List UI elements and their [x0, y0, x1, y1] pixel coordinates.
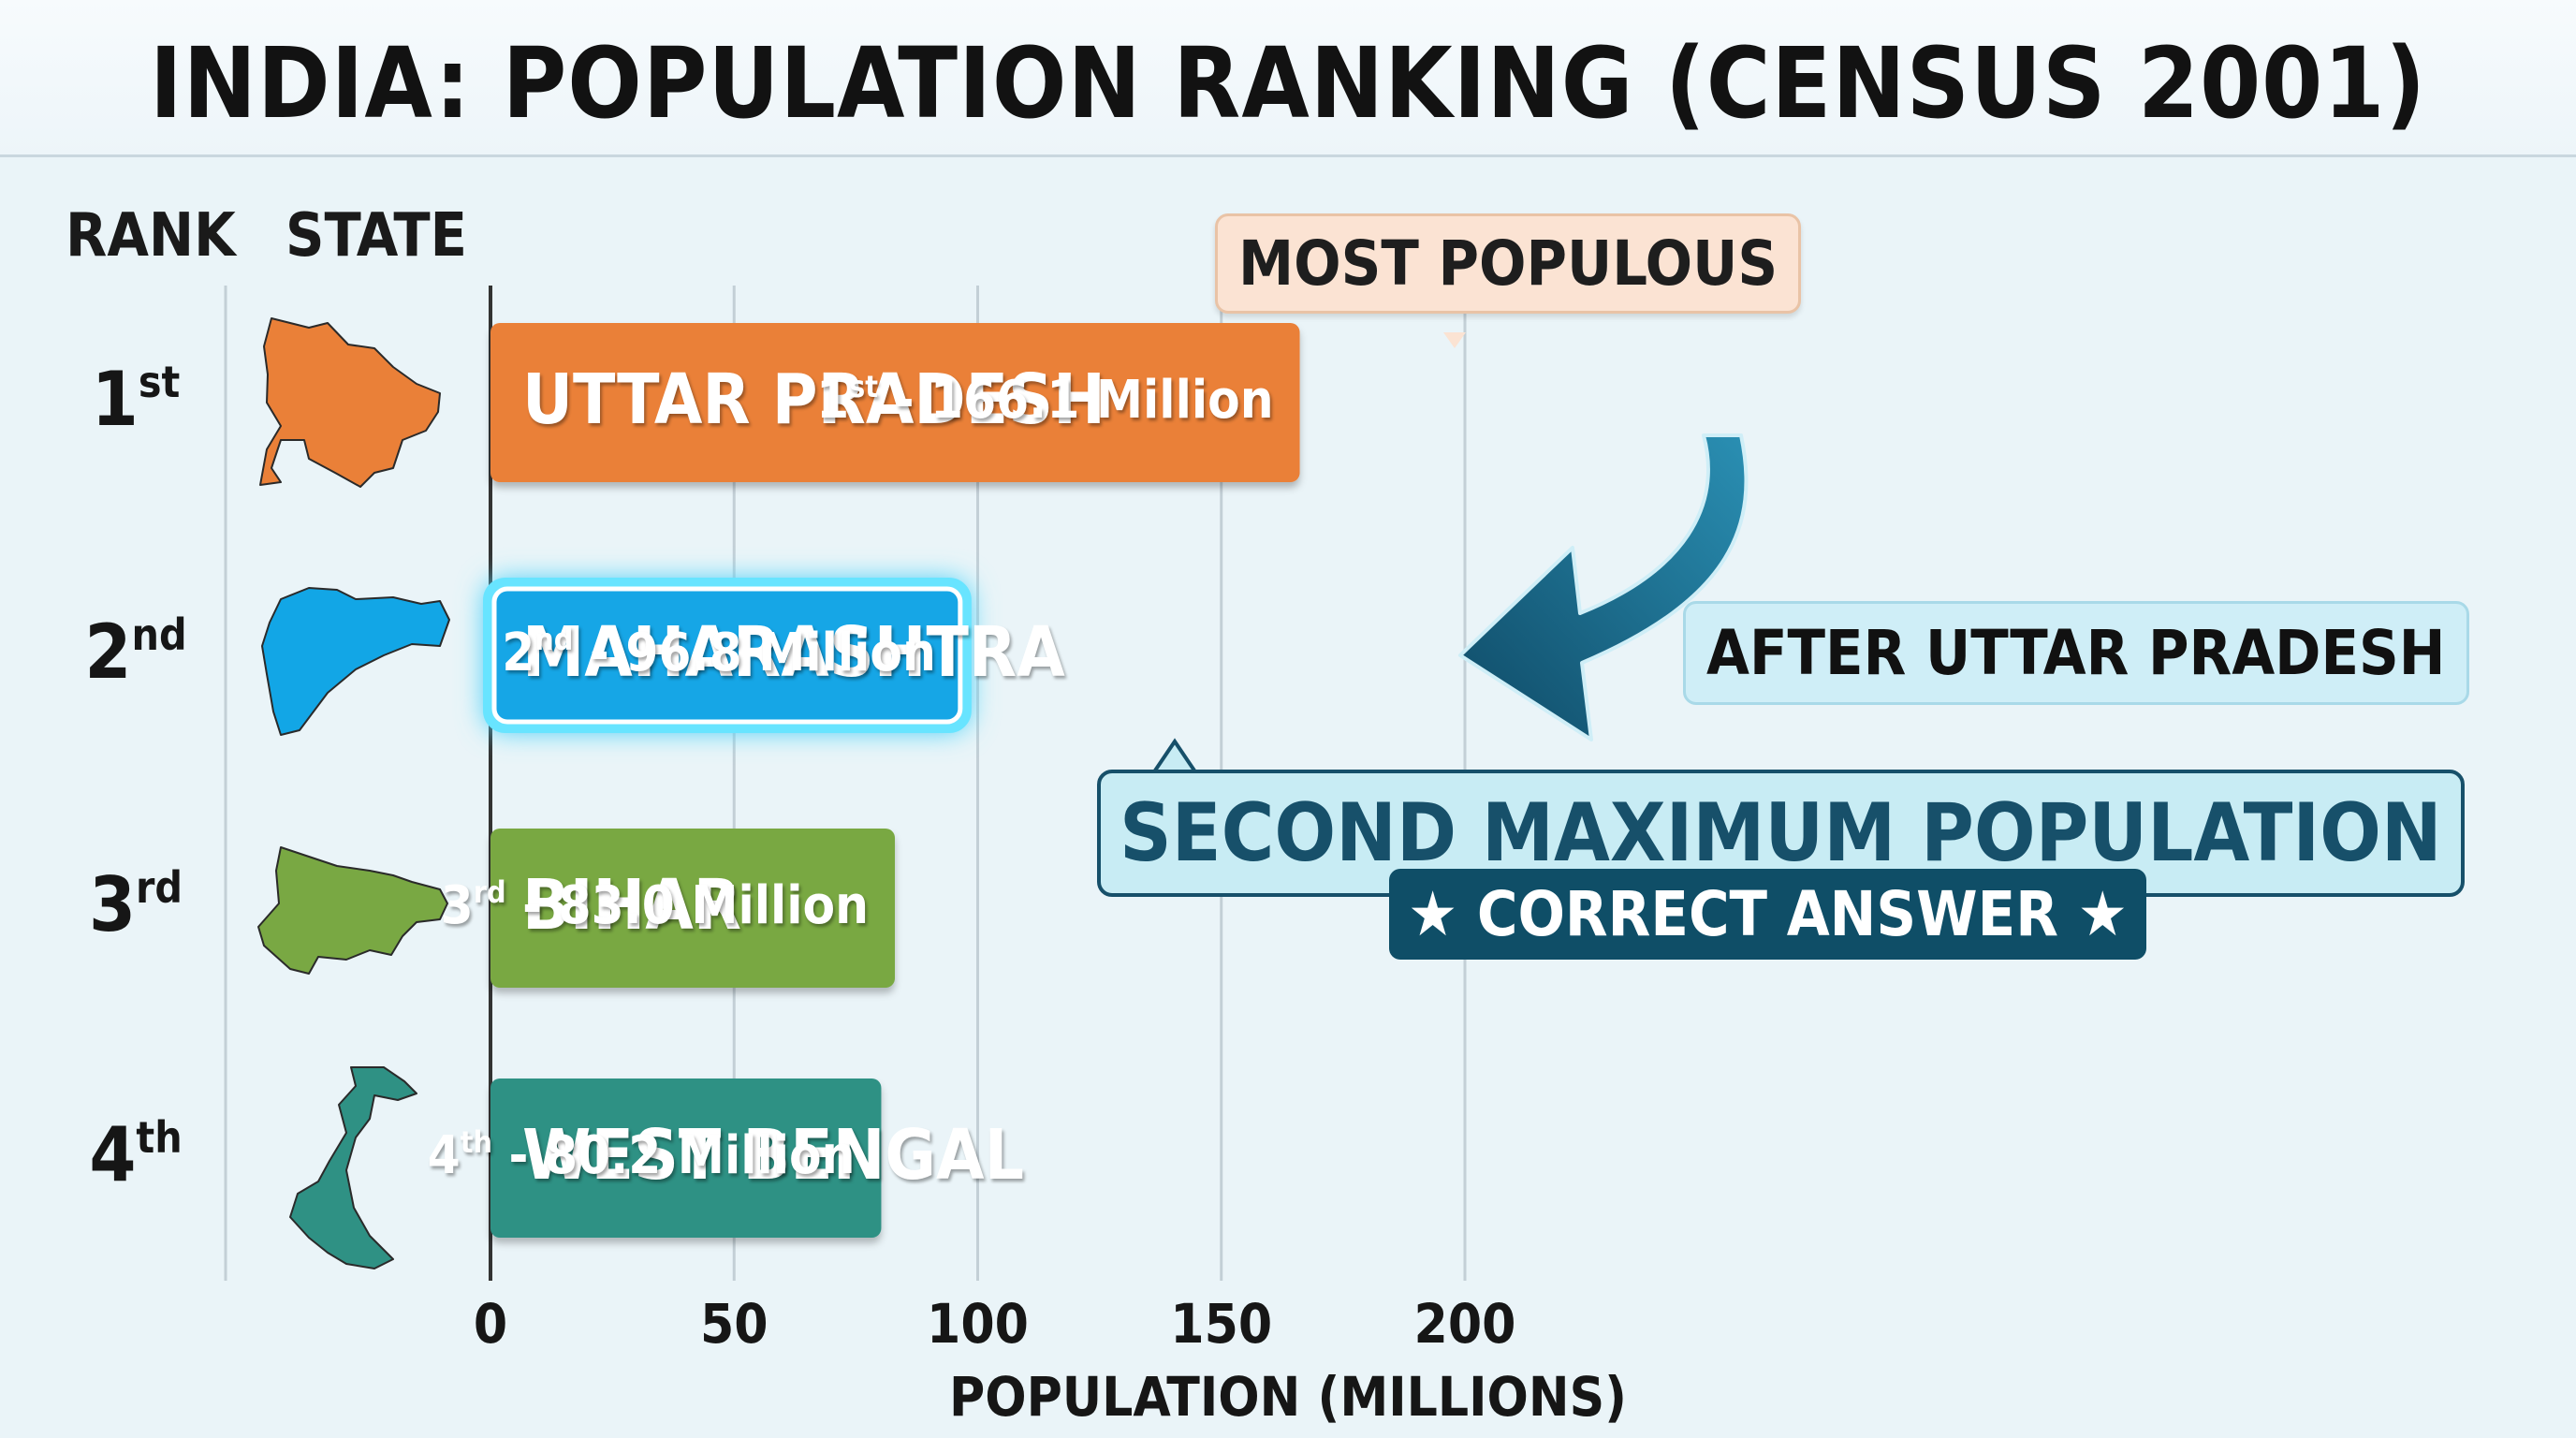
- data-label: 2nd - 96.8 Million: [502, 622, 936, 683]
- state-column-header: STATE: [285, 201, 467, 271]
- most-populous-callout: MOST POPULOUS: [1215, 213, 1802, 314]
- second-maximum-pointer: [1149, 738, 1200, 775]
- curved-arrow-icon: [1458, 433, 1749, 741]
- bar-label: UTTAR PRADESH: [522, 360, 1105, 440]
- uttar-pradesh-map-icon: [259, 317, 441, 488]
- bar-label: BIHAR: [522, 865, 741, 946]
- rank-label: 1st: [91, 356, 181, 443]
- data-label: 3rd - 83.0 Million: [440, 874, 870, 936]
- bihar-map-icon: [257, 846, 448, 975]
- title-bar: [0, 0, 2576, 157]
- bar-uttar-pradesh: [490, 323, 1300, 482]
- bar-highlight-outline: [491, 586, 963, 725]
- bar-label: WEST BENGAL: [522, 1115, 1024, 1196]
- rank-column-header: RANK: [66, 201, 236, 271]
- x-tick-label-100: 100: [927, 1292, 1029, 1356]
- x-tick-label-150: 150: [1170, 1292, 1273, 1356]
- x-tick-label-50: 50: [699, 1292, 768, 1356]
- rank-label: 3rd: [88, 861, 183, 948]
- bar-bihar: [490, 829, 896, 988]
- correct-answer-badge: ★ CORRECT ANSWER ★: [1389, 869, 2146, 960]
- after-uttar-pradesh-callout: AFTER UTTAR PRADESH: [1683, 601, 2469, 705]
- data-label: 4th - 80.2 Million: [427, 1124, 856, 1186]
- data-label: 1st - 166.1 Million: [816, 369, 1274, 431]
- x-axis-title: POPULATION (MILLIONS): [948, 1365, 1627, 1429]
- bar-label: MAHARASHTRA: [522, 612, 1065, 693]
- bar-maharashtra: [483, 578, 972, 733]
- x-tick-label-200: 200: [1413, 1292, 1516, 1356]
- x-tick-label-0: 0: [473, 1292, 508, 1356]
- second-maximum-callout: SECOND MAXIMUM POPULATION: [1097, 770, 2465, 897]
- rank-label: 2nd: [84, 609, 187, 696]
- chart-title: INDIA: POPULATION RANKING (CENSUS 2001): [149, 26, 2427, 140]
- bar-west-bengal: [490, 1078, 882, 1238]
- west-bengal-map-icon: [289, 1066, 417, 1269]
- most-populous-pointer: [1443, 332, 1466, 348]
- maharashtra-map-icon: [261, 587, 450, 736]
- rank-label: 4th: [89, 1111, 183, 1198]
